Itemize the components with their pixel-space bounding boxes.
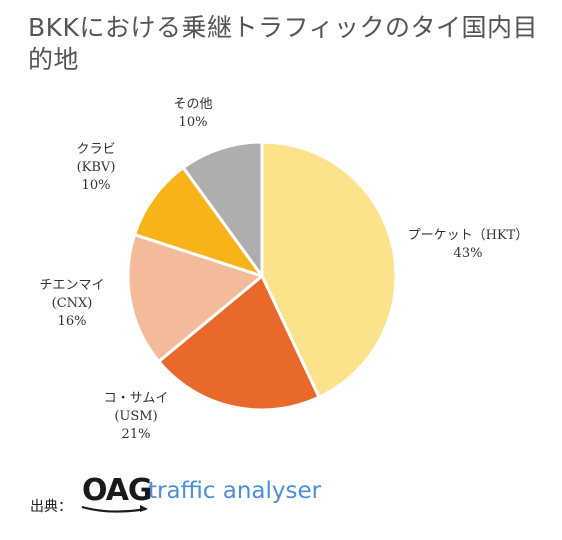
- source-label: 出典：: [30, 499, 72, 515]
- slice-label-line: (KBV): [77, 160, 116, 175]
- slice-label-line: 21%: [122, 427, 151, 442]
- source-row: 出典： OAG traffic analyser: [30, 470, 360, 520]
- chart-title: BKKにおける乗継トラフィックのタイ国内目的地: [28, 13, 538, 74]
- traffic-analyser-logo: traffic analyser: [148, 478, 322, 504]
- slice-label-line: その他: [173, 97, 212, 112]
- pie-labels: プーケット（HKT） 43% コ・サムイ (USM) 21% チエンマイ (CNX) 16% ク…: [39, 97, 528, 442]
- slice-label-line: チエンマイ: [39, 278, 104, 293]
- slice-label: コ・サムイ (USM) 21%: [104, 391, 169, 442]
- pie-slices: [126, 140, 398, 412]
- slice-label-line: 16%: [58, 314, 87, 329]
- pie-slice: [157, 274, 321, 412]
- oag-swoosh-icon: [81, 505, 148, 513]
- pie-slice: [133, 166, 264, 278]
- slice-label-line: コ・サムイ: [104, 391, 169, 406]
- slice-label-line: 10%: [82, 178, 111, 193]
- slice-label-line: (CNX): [52, 296, 93, 311]
- slice-label-line: プーケット（HKT）: [408, 228, 529, 243]
- pie-chart: プーケット（HKT） 43% コ・サムイ (USM) 21% チエンマイ (CNX) 16% ク…: [39, 97, 528, 442]
- slice-label: プーケット（HKT） 43%: [408, 228, 529, 261]
- slice-label: その他 10%: [173, 97, 212, 130]
- pie-slice: [260, 140, 398, 399]
- oag-logo: OAG: [82, 473, 153, 508]
- slice-label-line: クラビ: [76, 142, 115, 157]
- slice-label: チエンマイ (CNX) 16%: [39, 278, 104, 329]
- slice-label-line: 43%: [454, 246, 483, 261]
- slice-label-line: (USM): [114, 409, 157, 424]
- slice-label: クラビ (KBV) 10%: [76, 142, 115, 193]
- slice-label-line: 10%: [179, 115, 208, 130]
- pie-slice: [181, 140, 264, 278]
